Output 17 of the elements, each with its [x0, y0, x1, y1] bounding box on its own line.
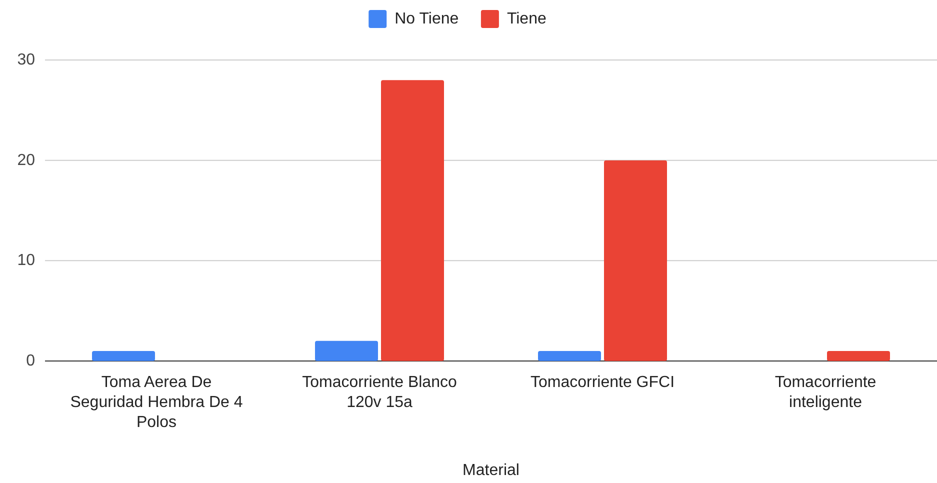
bar — [538, 350, 601, 361]
bar — [92, 350, 155, 361]
x-axis-title: Material — [462, 462, 520, 479]
legend-label: Tiene — [506, 10, 546, 28]
x-tick-label: Tomacorriente inteligente — [774, 374, 876, 411]
y-tick-label: 0 — [26, 352, 36, 370]
y-tick-label: 30 — [17, 52, 36, 68]
y-tick-label: 20 — [17, 152, 36, 169]
bar — [381, 80, 444, 361]
y-tick-label: 10 — [17, 252, 36, 270]
x-tick-label: Toma Aerea De Seguridad Hembra De 4 Polos — [70, 374, 243, 431]
x-tick-label: Tomacorriente Blanco 120v 15a — [302, 374, 457, 411]
bar — [604, 160, 667, 361]
x-tick-label: Tomacorriente GFCI — [530, 374, 675, 391]
bar — [827, 350, 890, 361]
bar — [315, 340, 378, 361]
legend-label: No Tiene — [394, 10, 459, 28]
